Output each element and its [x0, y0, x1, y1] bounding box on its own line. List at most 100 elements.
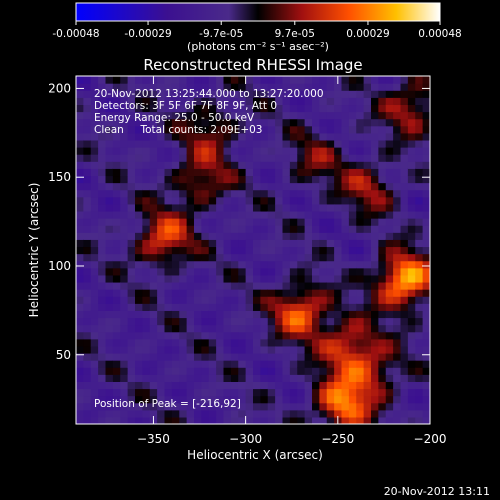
heatmap-cell [260, 360, 269, 368]
heatmap-cell [179, 232, 188, 240]
heatmap-cell [400, 345, 409, 354]
heatmap-cell [282, 182, 291, 191]
heatmap-cell [112, 196, 121, 205]
heatmap-cell [76, 381, 84, 390]
heatmap-cell [326, 232, 335, 240]
heatmap-cell [289, 111, 298, 120]
heatmap-cell [171, 147, 180, 155]
heatmap-cell [90, 175, 99, 184]
heatmap-cell [245, 232, 254, 240]
heatmap-cell [363, 189, 372, 198]
heatmap-cell [216, 83, 225, 91]
heatmap-cell [127, 324, 136, 333]
heatmap-cell [171, 125, 180, 134]
heatmap-cell [356, 395, 365, 404]
heatmap-cell [371, 132, 379, 141]
heatmap-cell [201, 132, 210, 141]
heatmap-cell [186, 374, 195, 382]
heatmap-cell [201, 182, 210, 191]
heatmap-cell [216, 175, 225, 184]
heatmap-cell [393, 246, 402, 255]
heatmap-cell [83, 218, 92, 226]
heatmap-cell [90, 203, 99, 212]
heatmap-cell [157, 97, 166, 106]
heatmap-cell [164, 196, 173, 205]
heatmap-cell [393, 367, 402, 375]
heatmap-cell [142, 182, 151, 191]
heatmap-cell [422, 289, 430, 297]
heatmap-cell [105, 239, 114, 248]
heatmap-cell [393, 260, 402, 269]
heatmap-cell [157, 395, 166, 404]
heatmap-cell [385, 253, 394, 262]
heatmap-cell [282, 374, 291, 382]
heatmap-cell [275, 367, 284, 375]
heatmap-cell [149, 296, 158, 304]
heatmap-cell [385, 189, 394, 198]
heatmap-cell [135, 388, 143, 397]
heatmap-cell [275, 395, 284, 404]
heatmap-cell [341, 225, 350, 233]
heatmap-cell [216, 118, 225, 127]
heatmap-cell [297, 125, 306, 134]
heatmap-cell [319, 331, 328, 340]
heatmap-cell [157, 310, 166, 319]
heatmap-cell [164, 310, 173, 319]
heatmap-cell [179, 182, 188, 191]
heatmap-cell [297, 381, 306, 390]
heatmap-cell [98, 132, 107, 141]
heatmap-cell [253, 374, 261, 382]
heatmap-cell [208, 90, 217, 98]
heatmap-cell [120, 161, 129, 169]
heatmap-cell [76, 104, 84, 113]
heatmap-cell [407, 118, 416, 127]
heatmap-cell [223, 104, 232, 113]
heatmap-cell [422, 218, 430, 226]
heatmap-cell [194, 232, 202, 240]
heatmap-cell [83, 104, 92, 113]
heatmap-cell [127, 125, 136, 134]
heatmap-cell [238, 296, 247, 304]
heatmap-cell [186, 416, 195, 424]
heatmap-cell [267, 111, 276, 120]
heatmap-cell [76, 338, 84, 347]
heatmap-cell [112, 296, 121, 304]
heatmap-cell [378, 218, 387, 226]
heatmap-cell [260, 97, 269, 106]
heatmap-cell [371, 303, 379, 311]
heatmap-cell [245, 225, 254, 233]
heatmap-cell [179, 161, 188, 169]
heatmap-cell [275, 125, 284, 134]
heatmap-cell [171, 218, 180, 226]
heatmap-cell [304, 111, 313, 120]
heatmap-cell [385, 232, 394, 240]
heatmap-cell [400, 232, 409, 240]
heatmap-cell [135, 374, 143, 382]
heatmap-cell [400, 218, 409, 226]
heatmap-cell [142, 416, 151, 424]
heatmap-cell [312, 139, 320, 148]
heatmap-cell [282, 274, 291, 283]
heatmap-cell [289, 104, 298, 113]
heatmap-cell [171, 260, 180, 269]
heatmap-cell [157, 139, 166, 148]
heatmap-cell [201, 246, 210, 255]
heatmap-cell [90, 402, 99, 411]
heatmap-cell [194, 260, 202, 269]
heatmap-cell [415, 402, 424, 411]
heatmap-cell [127, 360, 136, 368]
heatmap-cell [371, 367, 379, 375]
heatmap-cell [76, 225, 84, 233]
heatmap-cell [275, 345, 284, 354]
heatmap-cell [348, 168, 357, 177]
heatmap-cell [127, 139, 136, 148]
heatmap-cell [171, 232, 180, 240]
heatmap-cell [127, 381, 136, 390]
heatmap-cell [194, 210, 202, 219]
heatmap-cell [223, 246, 232, 255]
heatmap-cell [157, 331, 166, 340]
heatmap-cell [164, 76, 173, 84]
heatmap-cell [171, 402, 180, 411]
heatmap-cell [83, 189, 92, 198]
heatmap-cell [289, 345, 298, 354]
